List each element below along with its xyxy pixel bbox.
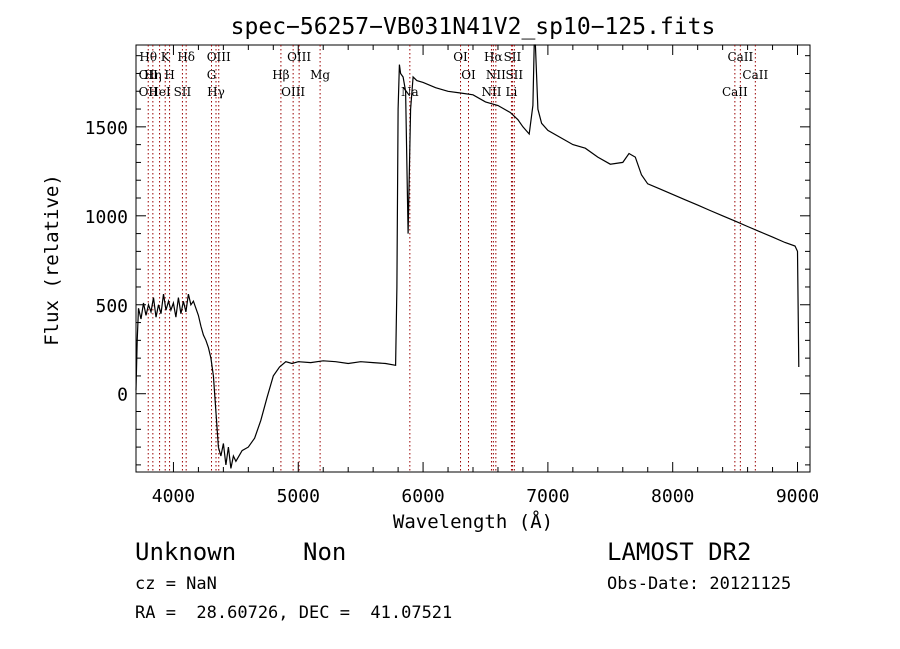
spectral-line-markers xyxy=(147,45,756,472)
spectrum-series-line xyxy=(135,44,800,469)
spectral-line-label: H xyxy=(164,68,174,82)
x-tick-labels: 4000 5000 6000 7000 8000 9000 xyxy=(152,486,819,507)
spectral-line-label: NII xyxy=(481,85,501,99)
spectral-line-label: OI xyxy=(453,50,468,64)
spectral-line-label: CaII xyxy=(742,68,768,82)
spectral-line-label: OI xyxy=(461,68,476,82)
spectral-line-label: OIII xyxy=(207,50,231,64)
spectral-line-label: Mg xyxy=(310,68,330,82)
spectral-line-label: Hγ xyxy=(207,85,225,99)
spectral-line-label: Hα xyxy=(484,50,503,64)
x-tick-label: 9000 xyxy=(776,486,819,507)
y-tick-label: 500 xyxy=(95,296,128,317)
chart-title: spec−56257−VB031N41V2_sp10−125.fits xyxy=(231,14,716,40)
spectral-line-label: K xyxy=(161,50,171,64)
y-axis-label: Flux (relative) xyxy=(41,174,63,346)
spectral-line-label: Na xyxy=(401,85,419,99)
spectral-line-label: G xyxy=(207,68,217,82)
spectral-line-labels: HθOIIOIIHηHeIKHSIIHδGHγOIIIHβOIIIOIIIMgN… xyxy=(139,50,769,99)
x-tick-label: 5000 xyxy=(277,486,320,507)
spectral-line-label: Hβ xyxy=(272,68,289,82)
observation-date: Obs-Date: 20121125 xyxy=(607,574,792,594)
spectral-line-label: SII xyxy=(505,68,523,82)
y-tick-label: 1000 xyxy=(85,207,128,228)
sky-coordinates: RA = 28.60726, DEC = 41.07521 xyxy=(135,603,453,623)
spectral-line-label: OII xyxy=(139,85,159,99)
spectral-line-label: CaII xyxy=(722,85,748,99)
y-tick-label: 1500 xyxy=(85,118,128,139)
spectral-line-label: SII xyxy=(174,85,192,99)
object-subclass: Non xyxy=(303,538,347,566)
spectral-line-label: CaII xyxy=(727,50,753,64)
spectral-line-label: OII xyxy=(139,68,159,82)
spectral-line-label: HeI xyxy=(148,85,171,99)
x-axis-label: Wavelength (Å) xyxy=(393,510,553,533)
x-tick-label: 4000 xyxy=(152,486,195,507)
spectral-line-label: Hθ xyxy=(139,50,157,64)
spectral-line-label: Hη xyxy=(144,68,162,82)
survey-name: LAMOST DR2 xyxy=(607,538,752,566)
spectral-line-label: OIII xyxy=(281,85,305,99)
spectral-line-label: Hδ xyxy=(177,50,195,64)
x-tick-label: 6000 xyxy=(401,486,444,507)
x-tick-label: 8000 xyxy=(651,486,694,507)
object-class: Unknown xyxy=(135,538,237,566)
spectral-line-label: NII xyxy=(486,68,506,82)
x-tick-label: 7000 xyxy=(526,486,569,507)
redshift-cz: cz = NaN xyxy=(135,574,217,594)
y-tick-labels: 0 500 1000 1500 xyxy=(85,118,128,406)
spectral-line-label: OIII xyxy=(287,50,311,64)
y-tick-label: 0 xyxy=(117,385,128,406)
spectral-line-label: Li xyxy=(506,85,518,99)
spectral-line-label: SII xyxy=(504,50,522,64)
plot-frame xyxy=(135,44,811,473)
axis-ticks xyxy=(136,45,810,472)
